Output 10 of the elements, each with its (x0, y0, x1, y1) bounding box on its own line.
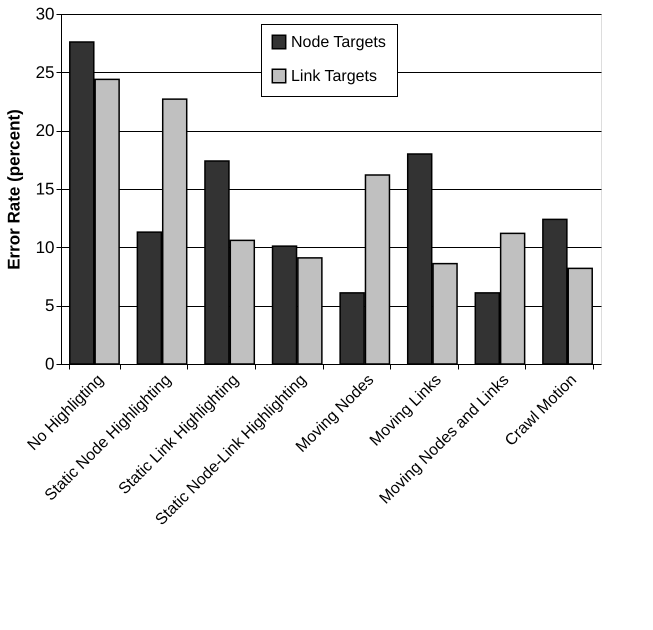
y-tick-label: 20 (36, 121, 54, 140)
legend-label: Link Targets (291, 68, 377, 85)
y-axis-title: Error Rate (percent) (4, 109, 24, 270)
y-tick-label: 25 (36, 62, 54, 82)
legend-label: Node Targets (291, 34, 386, 51)
y-tick-label: 10 (36, 238, 54, 257)
y-tick-label: 5 (45, 296, 54, 316)
y-tick-label: 15 (36, 180, 54, 198)
y-tick-label: 30 (36, 4, 54, 24)
y-tick-label: 0 (45, 354, 54, 374)
